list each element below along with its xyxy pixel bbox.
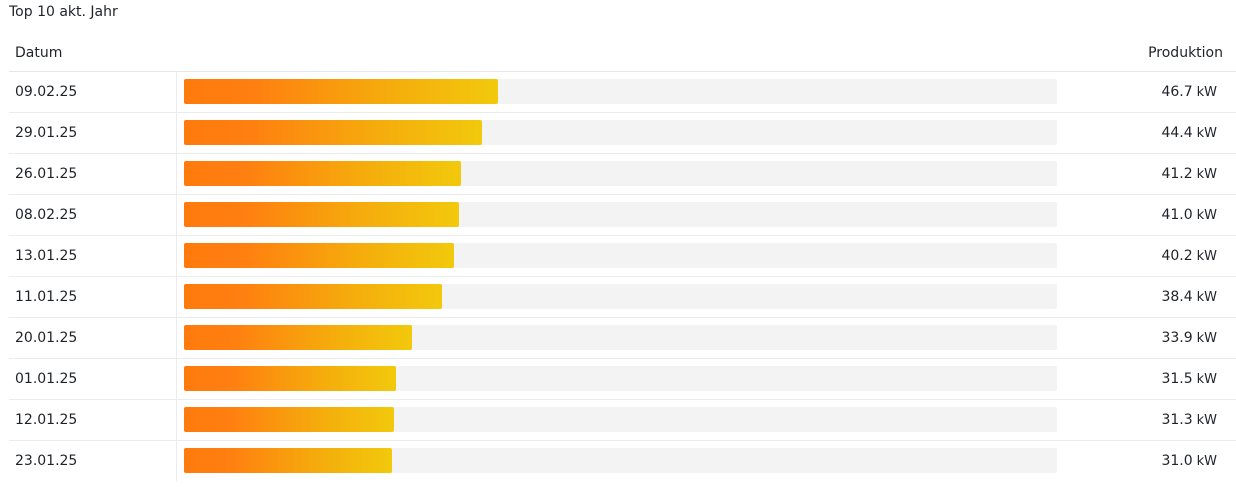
production-number: 40.2 (1161, 248, 1193, 264)
row-date: 11.01.25 (15, 289, 78, 305)
column-divider (176, 318, 177, 358)
column-divider (176, 113, 177, 153)
production-value: 44.4 kW (1161, 123, 1217, 144)
production-bar (184, 243, 454, 268)
table-row: 08.02.25 41.0 kW (9, 195, 1236, 236)
production-unit: kW (1196, 85, 1217, 100)
production-bar (184, 407, 394, 432)
table-row: 23.01.25 31.0 kW (9, 441, 1236, 481)
bar-track (184, 284, 1057, 309)
production-value: 41.0 kW (1161, 205, 1217, 226)
table-body: 09.02.25 46.7 kW 29.01.25 44.4 kW 26.01.25 41.2… (9, 72, 1236, 481)
production-value: 38.4 kW (1161, 287, 1217, 308)
production-unit: kW (1196, 454, 1217, 469)
bar-track (184, 325, 1057, 350)
bar-track (184, 120, 1057, 145)
row-date: 13.01.25 (15, 248, 78, 264)
production-value: 33.9 kW (1161, 328, 1217, 349)
column-divider (176, 154, 177, 194)
column-divider (176, 236, 177, 276)
production-number: 38.4 (1161, 289, 1193, 305)
production-value: 31.0 kW (1161, 451, 1217, 472)
production-unit: kW (1196, 167, 1217, 182)
table-row: 13.01.25 40.2 kW (9, 236, 1236, 277)
production-bar (184, 325, 412, 350)
production-value: 46.7 kW (1161, 82, 1217, 103)
top10-table: Datum Produktion 09.02.25 46.7 kW 29.01.25 4… (9, 40, 1236, 481)
column-divider (176, 400, 177, 440)
table-row: 12.01.25 31.3 kW (9, 400, 1236, 441)
row-date: 12.01.25 (15, 412, 78, 428)
production-bar (184, 120, 482, 145)
production-unit: kW (1196, 290, 1217, 305)
production-value: 40.2 kW (1161, 246, 1217, 267)
bar-track (184, 243, 1057, 268)
production-unit: kW (1196, 372, 1217, 387)
table-row: 01.01.25 31.5 kW (9, 359, 1236, 400)
production-bar (184, 448, 392, 473)
production-bar (184, 284, 442, 309)
production-number: 31.5 (1161, 371, 1193, 387)
table-row: 11.01.25 38.4 kW (9, 277, 1236, 318)
row-date: 01.01.25 (15, 371, 78, 387)
bar-track (184, 366, 1057, 391)
bar-track (184, 202, 1057, 227)
table-row: 29.01.25 44.4 kW (9, 113, 1236, 154)
bar-track (184, 161, 1057, 186)
row-date: 23.01.25 (15, 453, 78, 469)
table-row: 26.01.25 41.2 kW (9, 154, 1236, 195)
production-bar (184, 366, 396, 391)
table-row: 20.01.25 33.9 kW (9, 318, 1236, 359)
production-column-header: Produktion (1148, 45, 1223, 61)
row-date: 26.01.25 (15, 166, 78, 182)
production-number: 41.0 (1161, 207, 1193, 223)
column-divider (176, 72, 177, 112)
table-row: 09.02.25 46.7 kW (9, 72, 1236, 113)
column-divider (176, 441, 177, 481)
bar-track (184, 448, 1057, 473)
bar-track (184, 79, 1057, 104)
production-number: 41.2 (1161, 166, 1193, 182)
production-bar (184, 79, 498, 104)
production-bar (184, 202, 459, 227)
row-date: 20.01.25 (15, 330, 78, 346)
production-number: 31.0 (1161, 453, 1193, 469)
column-divider (176, 195, 177, 235)
production-unit: kW (1196, 249, 1217, 264)
chart-title: Top 10 akt. Jahr (9, 4, 118, 20)
production-number: 44.4 (1161, 125, 1193, 141)
production-value: 41.2 kW (1161, 164, 1217, 185)
bar-track (184, 407, 1057, 432)
column-divider (176, 359, 177, 399)
production-unit: kW (1196, 331, 1217, 346)
production-unit: kW (1196, 208, 1217, 223)
row-date: 09.02.25 (15, 84, 78, 100)
table-header: Datum Produktion (9, 40, 1236, 72)
production-number: 31.3 (1161, 412, 1193, 428)
production-unit: kW (1196, 413, 1217, 428)
column-divider (176, 277, 177, 317)
row-date: 08.02.25 (15, 207, 78, 223)
production-value: 31.5 kW (1161, 369, 1217, 390)
production-value: 31.3 kW (1161, 410, 1217, 431)
date-column-header: Datum (15, 45, 63, 61)
production-bar (184, 161, 461, 186)
production-unit: kW (1196, 126, 1217, 141)
production-number: 33.9 (1161, 330, 1193, 346)
row-date: 29.01.25 (15, 125, 78, 141)
production-number: 46.7 (1161, 84, 1193, 100)
